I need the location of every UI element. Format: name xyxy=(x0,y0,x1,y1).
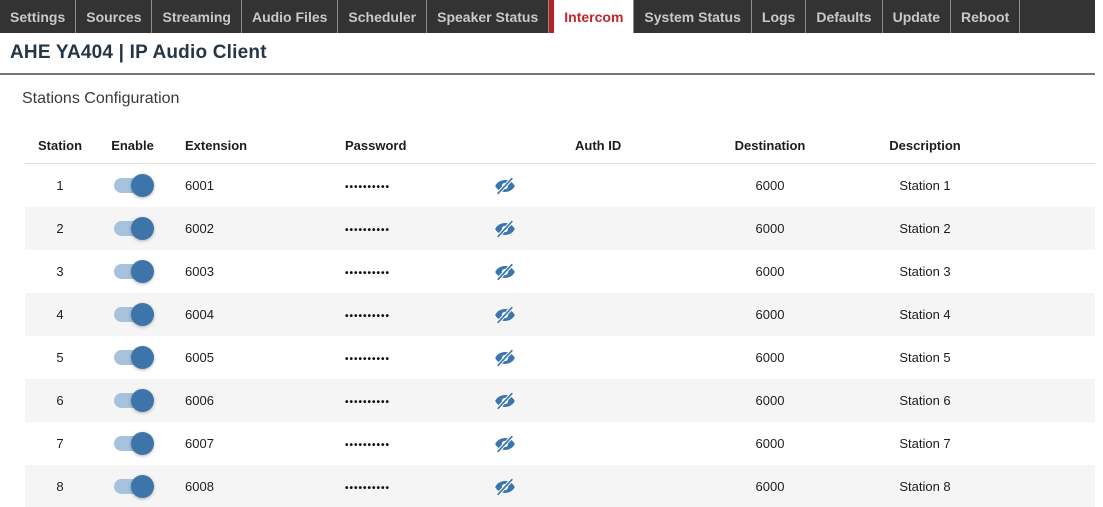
tab-sources[interactable]: Sources xyxy=(76,0,153,33)
stations-table: Station Enable Extension Password Auth I… xyxy=(25,128,1095,507)
eye-slash-icon[interactable] xyxy=(494,261,516,283)
destination-value: 6000 xyxy=(755,178,785,193)
description-value: Station 5 xyxy=(899,350,951,365)
description-value: Station 7 xyxy=(899,436,951,451)
description-value: Station 3 xyxy=(899,264,951,279)
table-row: 1 6001 •••••••••• 6000 Station 1 xyxy=(25,164,1095,207)
table-row: 6 6006 •••••••••• 6000 Station 6 xyxy=(25,379,1095,422)
table-row: 5 6005 •••••••••• 6000 Station 5 xyxy=(25,336,1095,379)
destination-value: 6000 xyxy=(755,350,785,365)
enable-toggle[interactable] xyxy=(113,217,154,240)
tab-logs[interactable]: Logs xyxy=(752,0,807,33)
destination-value: 6000 xyxy=(755,436,785,451)
extension-value: 6001 xyxy=(185,178,214,193)
station-number: 7 xyxy=(56,436,64,451)
station-number: 4 xyxy=(56,307,64,322)
password-masked-value: •••••••••• xyxy=(345,311,391,322)
toggle-knob xyxy=(130,174,154,197)
description-value: Station 1 xyxy=(899,178,951,193)
section-title: Stations Configuration xyxy=(22,90,180,107)
col-header-description: Description xyxy=(889,138,961,153)
table-row: 8 6008 •••••••••• 6000 Station 8 xyxy=(25,465,1095,507)
enable-toggle[interactable] xyxy=(113,389,154,412)
station-number: 1 xyxy=(56,178,64,193)
extension-value: 6002 xyxy=(185,221,214,236)
toggle-knob xyxy=(130,432,154,455)
destination-value: 6000 xyxy=(755,307,785,322)
description-value: Station 8 xyxy=(899,479,951,494)
station-number: 6 xyxy=(56,393,64,408)
enable-toggle[interactable] xyxy=(113,260,154,283)
table-row: 4 6004 •••••••••• 6000 Station 4 xyxy=(25,293,1095,336)
toggle-knob xyxy=(130,260,154,283)
enable-toggle[interactable] xyxy=(113,174,154,197)
tab-settings[interactable]: Settings xyxy=(0,0,77,33)
top-nav: Settings Sources Streaming Audio Files S… xyxy=(0,0,1095,33)
eye-slash-icon[interactable] xyxy=(494,433,516,455)
station-number: 5 xyxy=(56,350,64,365)
extension-value: 6003 xyxy=(185,264,214,279)
tab-speaker-status[interactable]: Speaker Status xyxy=(427,0,550,33)
description-value: Station 2 xyxy=(899,221,951,236)
eye-slash-icon[interactable] xyxy=(494,218,516,240)
table-row: 7 6007 •••••••••• 6000 Station 7 xyxy=(25,422,1095,465)
extension-value: 6005 xyxy=(185,350,214,365)
description-value: Station 4 xyxy=(899,307,951,322)
eye-slash-icon[interactable] xyxy=(494,175,516,197)
password-masked-value: •••••••••• xyxy=(345,440,391,451)
title-bar: AHE YA404 | IP Audio Client xyxy=(0,33,1095,75)
col-header-extension: Extension xyxy=(185,138,248,153)
destination-value: 6000 xyxy=(755,221,785,236)
toggle-knob xyxy=(130,346,154,369)
enable-toggle[interactable] xyxy=(113,432,154,455)
password-masked-value: •••••••••• xyxy=(345,483,391,494)
enable-toggle[interactable] xyxy=(113,346,154,369)
tab-audio-files[interactable]: Audio Files xyxy=(242,0,339,33)
station-number: 2 xyxy=(56,221,64,236)
eye-slash-icon[interactable] xyxy=(494,390,516,412)
extension-value: 6008 xyxy=(185,479,214,494)
tab-streaming[interactable]: Streaming xyxy=(152,0,242,33)
eye-slash-icon[interactable] xyxy=(494,347,516,369)
tab-intercom[interactable]: Intercom xyxy=(549,0,635,33)
table-body: 1 6001 •••••••••• 6000 Station 1 2 xyxy=(25,164,1095,507)
password-masked-value: •••••••••• xyxy=(345,354,391,365)
extension-value: 6006 xyxy=(185,393,214,408)
tab-reboot[interactable]: Reboot xyxy=(951,0,1021,33)
destination-value: 6000 xyxy=(755,393,785,408)
destination-value: 6000 xyxy=(755,264,785,279)
description-value: Station 6 xyxy=(899,393,951,408)
password-masked-value: •••••••••• xyxy=(345,268,391,279)
col-header-auth-id: Auth ID xyxy=(575,138,622,153)
tab-update[interactable]: Update xyxy=(883,0,952,33)
page-title: AHE YA404 | IP Audio Client xyxy=(10,42,267,63)
extension-value: 6004 xyxy=(185,307,214,322)
toggle-knob xyxy=(130,389,154,412)
nav-spacer xyxy=(1020,0,1095,33)
enable-toggle[interactable] xyxy=(113,475,154,498)
toggle-knob xyxy=(130,217,154,240)
col-header-station: Station xyxy=(37,138,83,153)
table-row: 2 6002 •••••••••• 6000 Station 2 xyxy=(25,207,1095,250)
tab-defaults[interactable]: Defaults xyxy=(806,0,883,33)
destination-value: 6000 xyxy=(755,479,785,494)
password-masked-value: •••••••••• xyxy=(345,225,391,236)
eye-slash-icon[interactable] xyxy=(494,304,516,326)
eye-slash-icon[interactable] xyxy=(494,476,516,498)
col-header-password: Password xyxy=(345,138,407,153)
station-number: 8 xyxy=(56,479,64,494)
col-header-enable: Enable xyxy=(111,138,154,153)
tab-scheduler[interactable]: Scheduler xyxy=(338,0,428,33)
col-header-destination: Destination xyxy=(734,138,806,153)
table-row: 3 6003 •••••••••• 6000 Station 3 xyxy=(25,250,1095,293)
password-masked-value: •••••••••• xyxy=(345,397,391,408)
toggle-knob xyxy=(130,303,154,326)
extension-value: 6007 xyxy=(185,436,214,451)
password-masked-value: •••••••••• xyxy=(345,182,391,193)
toggle-knob xyxy=(130,475,154,498)
tab-system-status[interactable]: System Status xyxy=(634,0,752,33)
enable-toggle[interactable] xyxy=(113,303,154,326)
table-header-row: Station Enable Extension Password Auth I… xyxy=(25,128,1095,164)
station-number: 3 xyxy=(56,264,64,279)
